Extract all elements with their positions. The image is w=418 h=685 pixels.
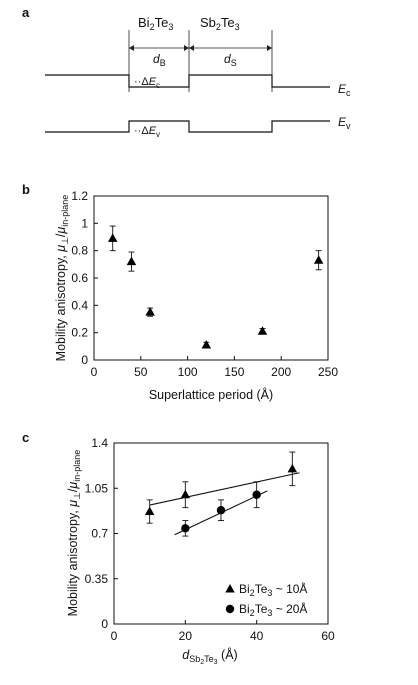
panel-a-letter: a	[22, 5, 30, 20]
y-axis-label-c: Mobility anisotropy, μ⊥/μin-plane	[66, 450, 82, 617]
label-delta-ev: ··ΔEv	[134, 125, 160, 139]
legend-circle-marker	[225, 604, 235, 614]
panel-b-chart: b 0 0.2 0.4 0.6 0.8 1 1.2 0 50 100 150 200 250 Supe…	[22, 182, 338, 402]
valence-band-edge	[45, 120, 330, 133]
data-point	[181, 524, 190, 533]
label-ds: dS	[224, 52, 237, 68]
x-tick-label: 200	[271, 365, 291, 379]
x-axis-label-c: dSb2Te3 (Å)	[182, 647, 237, 666]
x-tick-label: 50	[134, 365, 148, 379]
fit-line	[149, 472, 300, 506]
y-tick-label: 0.6	[71, 271, 88, 285]
y-tick-label: 0	[101, 617, 108, 631]
legend-marks	[225, 584, 235, 614]
x-tick-label: 20	[179, 629, 193, 643]
y-tick-label: 0.7	[91, 527, 108, 541]
data-point	[107, 233, 118, 242]
x-ticks-b: 0 50 100 150 200 250	[91, 356, 338, 379]
data-point	[201, 339, 212, 349]
data-point	[216, 506, 226, 515]
data-marks-c	[144, 451, 298, 537]
y-tick-label: 0.35	[85, 572, 109, 586]
x-tick-label: 0	[111, 629, 118, 643]
conduction-band-edge	[45, 74, 330, 88]
plot-frame-b	[93, 195, 329, 361]
x-tick-label: 40	[250, 629, 264, 643]
y-ticks-c: 0 0.35 0.7 1.05 1.4	[85, 436, 118, 631]
y-tick-label: 0.4	[71, 298, 88, 312]
data-point	[257, 326, 268, 335]
label-db: dB	[153, 52, 166, 68]
y-tick-label: 1.05	[85, 481, 109, 495]
data-point	[313, 255, 324, 264]
label-ec: Ec	[338, 82, 351, 98]
x-tick-label: 100	[178, 365, 198, 379]
panel-c-chart: c 0 0.35 0.7 1.05 1.4 0 20 40 60 Bi2Te3 ~ 10Å B…	[22, 430, 335, 666]
y-axis-label-b: Mobility anisotropy, μ⊥/μin-plane	[54, 195, 70, 362]
y-tick-label: 0.2	[71, 326, 88, 340]
data-point	[287, 463, 298, 473]
legend-triangle-marker	[225, 584, 235, 593]
y-ticks-b: 0 0.2 0.4 0.6 0.8 1 1.2	[71, 189, 98, 367]
panel-c-letter: c	[22, 430, 29, 445]
panel-b-letter: b	[22, 182, 30, 197]
data-marks-b	[107, 225, 324, 349]
x-tick-label: 0	[91, 365, 98, 379]
panel-a-band-diagram: a Bi2Te3 Sb2Te3 dB dS ··ΔEc Ec ··ΔEv Ev	[22, 5, 351, 139]
data-point	[144, 506, 155, 516]
x-tick-label: 150	[224, 365, 244, 379]
plot-frame-c	[113, 442, 329, 625]
x-ticks-c: 0 20 40 60	[111, 620, 335, 643]
y-tick-label: 0	[81, 353, 88, 367]
label-ev: Ev	[338, 115, 351, 131]
fit-lines-c	[149, 472, 300, 536]
data-point	[145, 307, 155, 316]
label-bi2te3: Bi2Te3	[138, 15, 173, 32]
data-point	[126, 256, 137, 266]
y-tick-label: 1.2	[71, 189, 88, 203]
data-point	[180, 489, 191, 499]
y-tick-label: 1	[81, 216, 88, 230]
x-tick-label: 250	[318, 365, 338, 379]
x-axis-label-b: Superlattice period (Å)	[149, 387, 273, 402]
legend-entry-1: Bi2Te3 ~ 10Å	[239, 581, 307, 598]
label-sb2te3: Sb2Te3	[200, 15, 240, 32]
data-point	[252, 490, 261, 499]
legend-entry-2: Bi2Te3 ~ 20Å	[239, 601, 307, 618]
legend-c: Bi2Te3 ~ 10Å Bi2Te3 ~ 20Å	[225, 581, 307, 618]
y-tick-label: 1.4	[91, 436, 108, 450]
x-tick-label: 60	[321, 629, 335, 643]
label-delta-ec: ··ΔEc	[134, 76, 160, 90]
y-tick-label: 0.8	[71, 244, 88, 258]
